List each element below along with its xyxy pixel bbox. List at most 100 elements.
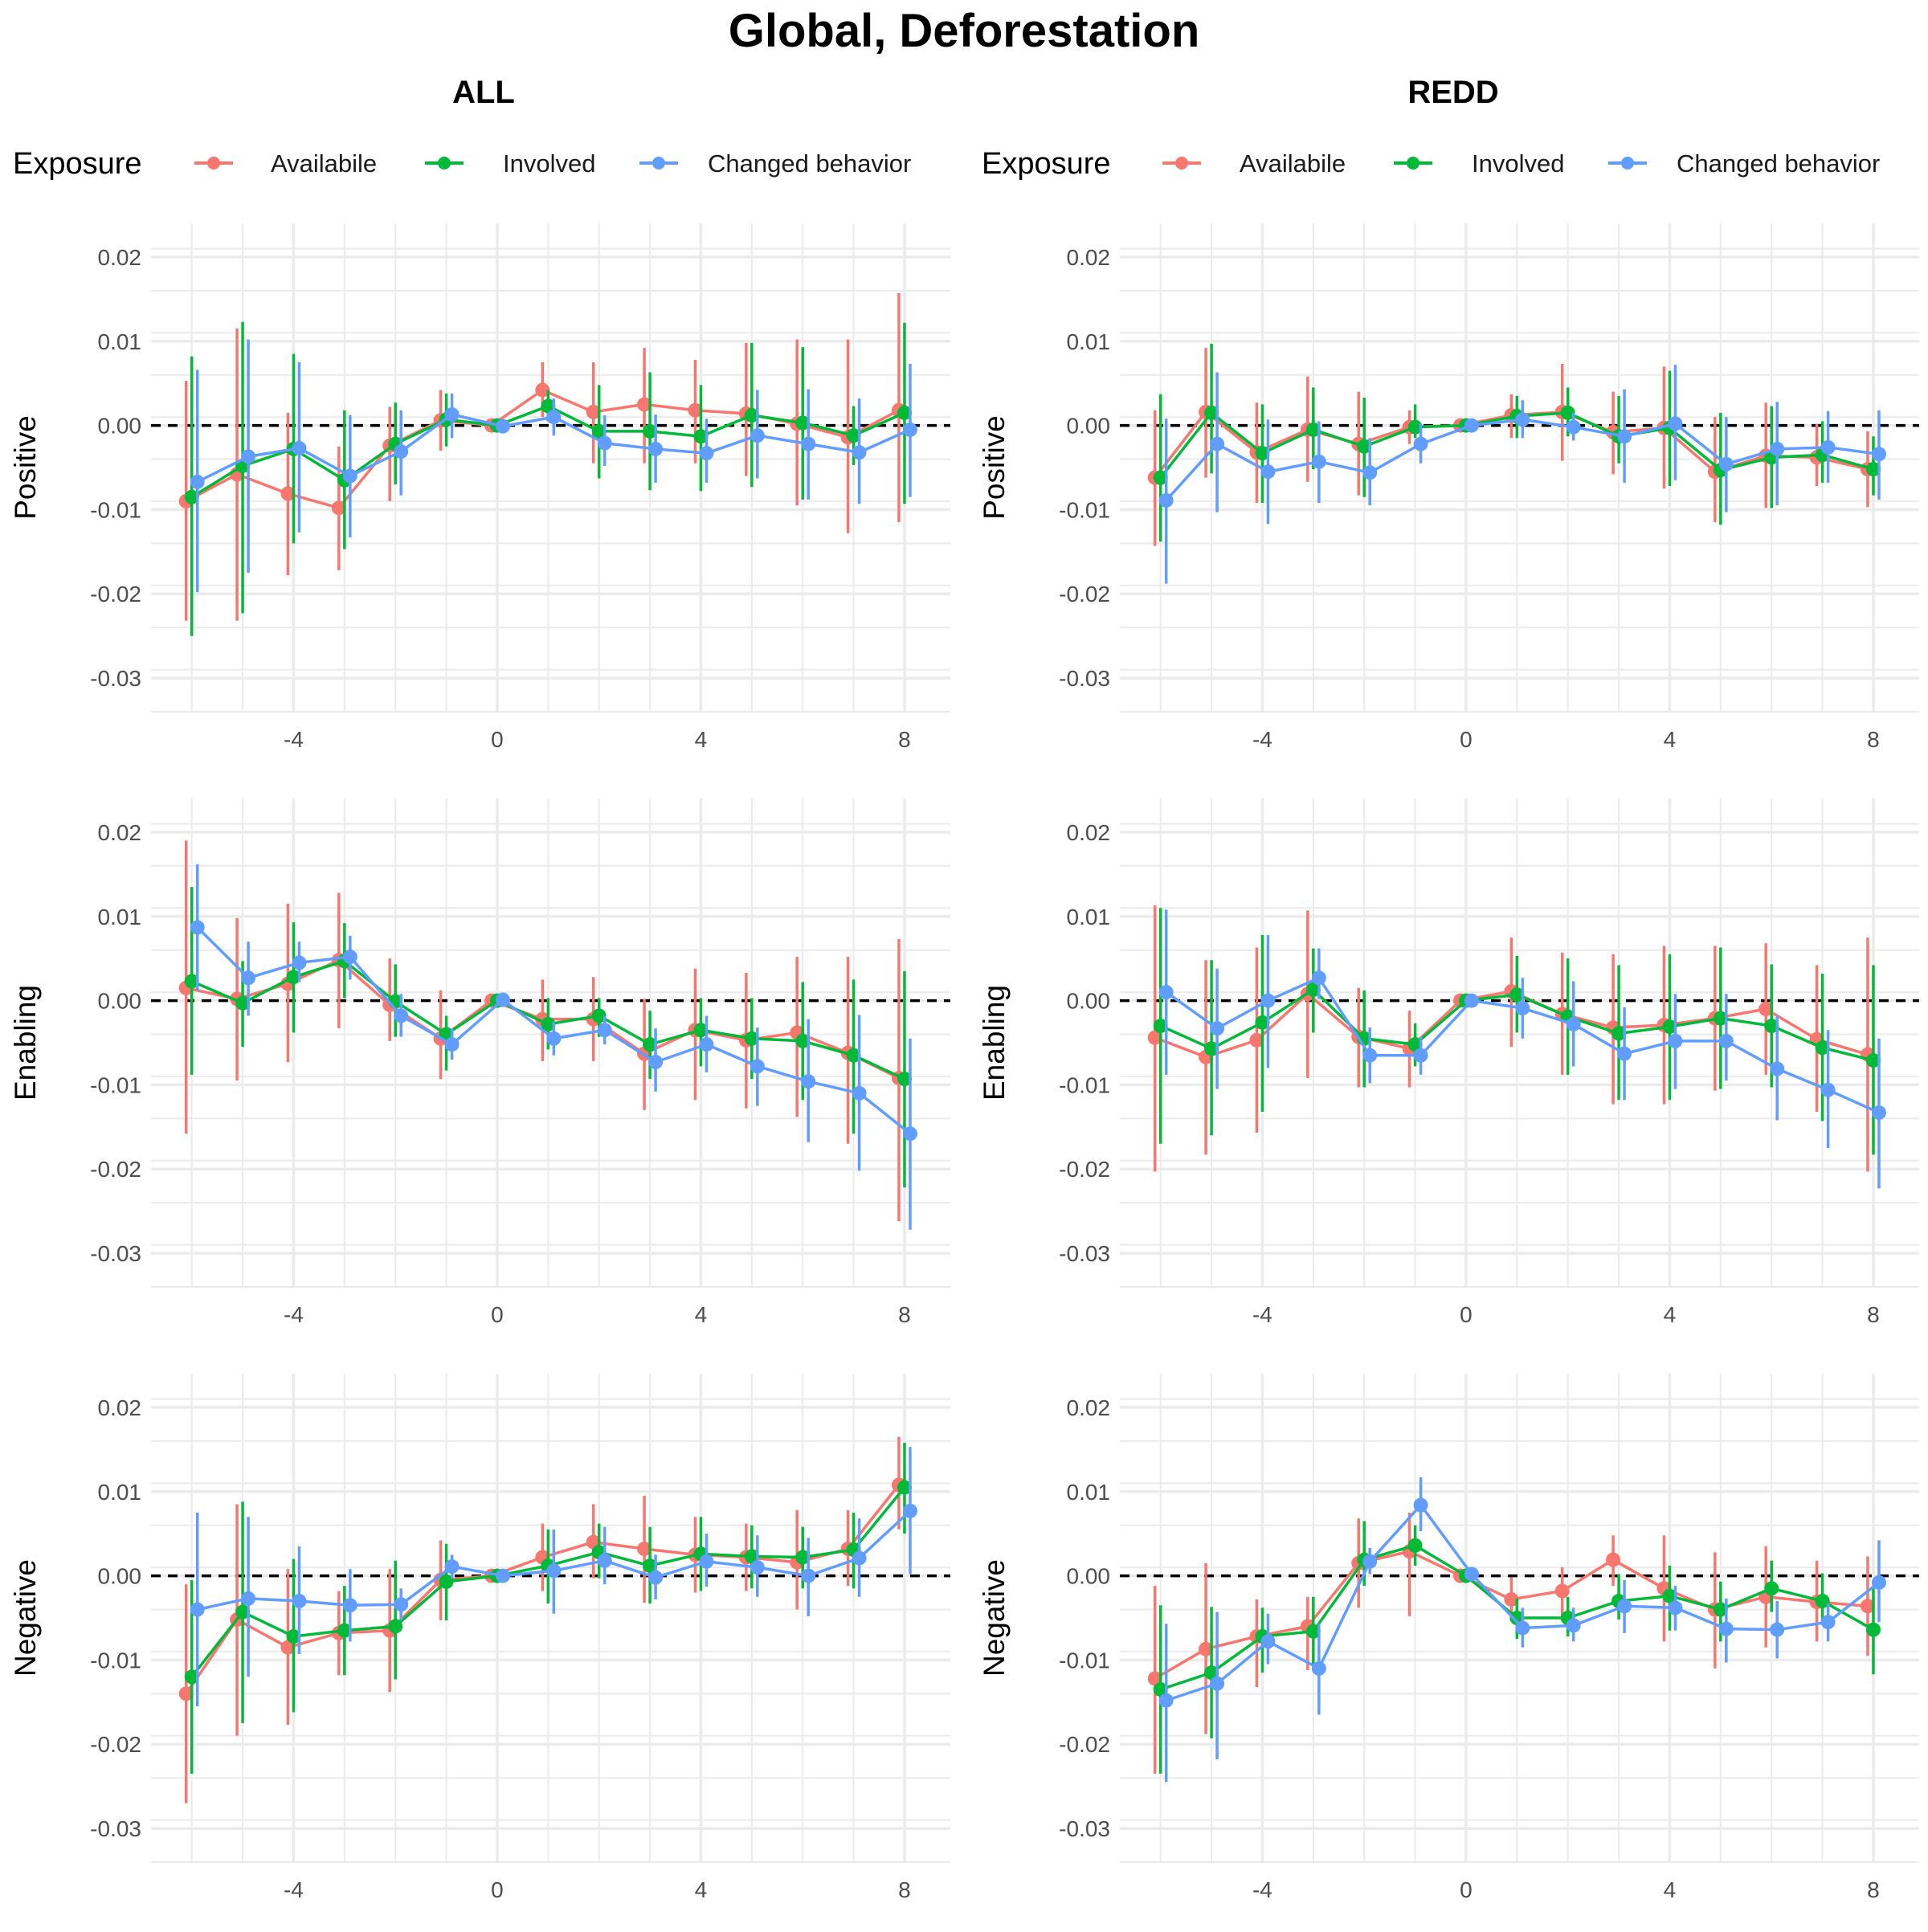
data-point — [1566, 1016, 1581, 1031]
data-point — [1718, 1621, 1734, 1636]
legend-label-changed-behavior: Changed behavior — [708, 149, 911, 178]
data-point — [495, 419, 510, 434]
data-point — [1554, 1583, 1570, 1599]
y-tick-label: -0.01 — [1059, 1072, 1110, 1097]
minor-gridlines — [151, 1374, 950, 1863]
data-point — [1311, 970, 1326, 986]
x-tick-label: 4 — [1664, 727, 1677, 752]
data-point — [693, 429, 709, 444]
x-tick-label: -4 — [284, 1877, 304, 1902]
series-involved — [1153, 908, 1881, 1155]
y-tick-label: 0.02 — [98, 1395, 142, 1420]
data-point — [902, 422, 917, 437]
legend-title: Exposure — [13, 147, 142, 181]
data-point — [241, 970, 256, 986]
data-point — [846, 428, 861, 443]
data-point — [1413, 436, 1428, 451]
data-point — [902, 1503, 917, 1518]
y-tick-label: -0.03 — [90, 666, 141, 691]
minor-gridlines — [1120, 1374, 1919, 1863]
data-point — [1407, 1037, 1423, 1052]
y-tick-label: 0.00 — [1067, 1564, 1111, 1589]
data-point — [1362, 465, 1378, 480]
data-point — [1357, 439, 1372, 454]
legend-key-availabile — [194, 157, 233, 170]
y-tick-label: 0.00 — [98, 414, 142, 439]
panel-grid: 0.02 0.01 0.00 -0.01 -0.02 -0.03 -4 0 4 8 Positive… — [9, 223, 1919, 1902]
data-point — [1718, 456, 1734, 472]
data-point — [1204, 1665, 1219, 1681]
data-point — [1362, 1048, 1378, 1063]
data-point — [1153, 470, 1168, 485]
data-point — [643, 1037, 658, 1052]
data-point — [342, 1598, 357, 1613]
x-tick-label: 4 — [695, 1877, 708, 1902]
y-tick-label: 0.01 — [1067, 329, 1111, 354]
data-point — [597, 1023, 612, 1038]
data-point — [190, 474, 205, 489]
data-point — [1362, 1554, 1378, 1569]
data-point — [1407, 1538, 1423, 1553]
data-point — [852, 445, 867, 460]
series-changed-behavior — [1158, 1477, 1886, 1783]
data-point — [178, 1686, 194, 1701]
data-point — [591, 1008, 607, 1023]
x-tick-label: 0 — [491, 1302, 504, 1327]
y-tick-label: 0.02 — [1067, 245, 1111, 270]
data-point — [693, 1023, 709, 1038]
data-point — [1820, 1615, 1836, 1630]
y-tick-label: 0.01 — [1067, 905, 1111, 929]
series-changed-behavior — [1158, 909, 1886, 1189]
data-point — [1758, 1002, 1774, 1017]
y-axis-title: Negative — [9, 1559, 42, 1677]
data-point — [1713, 1602, 1728, 1617]
data-point — [1260, 993, 1276, 1008]
y-tick-label: -0.01 — [1059, 1648, 1110, 1673]
data-point — [1617, 1046, 1632, 1061]
legend-all: Exposure Availabile Involved Changed beh… — [13, 147, 911, 181]
data-point — [1413, 1497, 1428, 1513]
data-point — [750, 1560, 765, 1575]
y-tick-label: 0.00 — [1067, 989, 1111, 1014]
column-title-all: ALL — [452, 75, 515, 110]
data-point — [546, 410, 562, 425]
legend-key-availabile — [1162, 157, 1201, 170]
x-tick-label: -4 — [1252, 1302, 1272, 1327]
data-point — [292, 1594, 307, 1609]
data-point — [1305, 982, 1321, 997]
data-point — [586, 404, 601, 419]
panel-all-negative: 0.02 0.01 0.00 -0.01 -0.02 -0.03 -4 0 4 8 Negative — [9, 1374, 950, 1902]
x-tick-label: 0 — [1460, 1302, 1473, 1327]
data-point — [1770, 441, 1785, 456]
data-point — [541, 1016, 556, 1031]
legend-label-availabile: Availabile — [271, 149, 377, 178]
x-tick-label: 8 — [898, 1302, 911, 1327]
data-point — [1718, 1033, 1734, 1048]
data-point — [1311, 1660, 1326, 1676]
y-tick-label: -0.02 — [1059, 1157, 1110, 1182]
y-tick-label: 0.02 — [98, 245, 142, 270]
data-point — [801, 436, 816, 451]
data-point — [1662, 1019, 1677, 1035]
data-point — [184, 489, 199, 504]
data-point — [444, 1037, 460, 1052]
y-axis-title: Positive — [9, 415, 42, 520]
data-point — [1560, 405, 1575, 420]
data-point — [1515, 412, 1530, 427]
data-point — [1249, 1032, 1264, 1048]
panel-redd-enabling: 0.02 0.01 0.00 -0.01 -0.02 -0.03 -4 0 4 8 Enabling — [978, 799, 1919, 1327]
y-tick-label: -0.03 — [90, 1816, 141, 1841]
data-point — [1713, 1011, 1728, 1026]
data-point — [541, 398, 556, 414]
data-point — [535, 382, 550, 398]
data-point — [342, 468, 357, 484]
data-point — [852, 1550, 867, 1566]
data-point — [337, 1623, 352, 1638]
data-point — [1764, 1019, 1779, 1034]
data-point — [648, 1570, 664, 1585]
data-point — [1820, 439, 1836, 455]
data-point — [1413, 1048, 1428, 1063]
y-tick-label: -0.03 — [1059, 666, 1110, 691]
data-point — [1407, 419, 1423, 435]
data-point — [1770, 1622, 1785, 1637]
